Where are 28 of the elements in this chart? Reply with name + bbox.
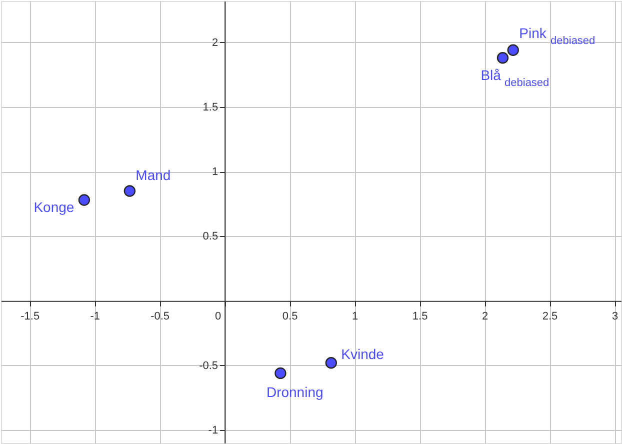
y-tick-label: 2 [212, 36, 218, 49]
point [325, 357, 337, 369]
x-tick-label: 2.5 [542, 310, 558, 322]
annotation: Mand [136, 166, 171, 183]
x-tick-label: -1 [90, 310, 100, 322]
point [78, 194, 90, 206]
x-tick-label: -0.5 [150, 310, 170, 322]
annotation: Pinkdebiased [519, 25, 596, 48]
x-tick-label: 1.5 [412, 310, 428, 322]
annotation: Blådebiased [480, 66, 550, 89]
x-tick-label: 2 [482, 310, 488, 322]
annotation: Konge [34, 199, 74, 216]
x-tick-label: 0 [215, 310, 222, 322]
x-tick-label: 0.5 [282, 310, 298, 322]
x-tick-label: 1 [352, 310, 358, 322]
y-tick-label: 1.5 [202, 101, 218, 114]
x-tick-label: -1.5 [20, 310, 40, 322]
point [124, 185, 136, 197]
x-tick-label: 3 [612, 310, 618, 322]
point [496, 52, 509, 64]
y-tick-label: 1 [212, 166, 218, 178]
y-tick-label: 0.5 [202, 230, 218, 243]
annotation: Dronning [266, 384, 324, 400]
y-tick-label: -1 [208, 424, 218, 437]
point [507, 44, 519, 56]
y-tick-label: -0.5 [199, 360, 218, 372]
point [274, 367, 286, 380]
annotation: Kvinde [341, 346, 384, 362]
